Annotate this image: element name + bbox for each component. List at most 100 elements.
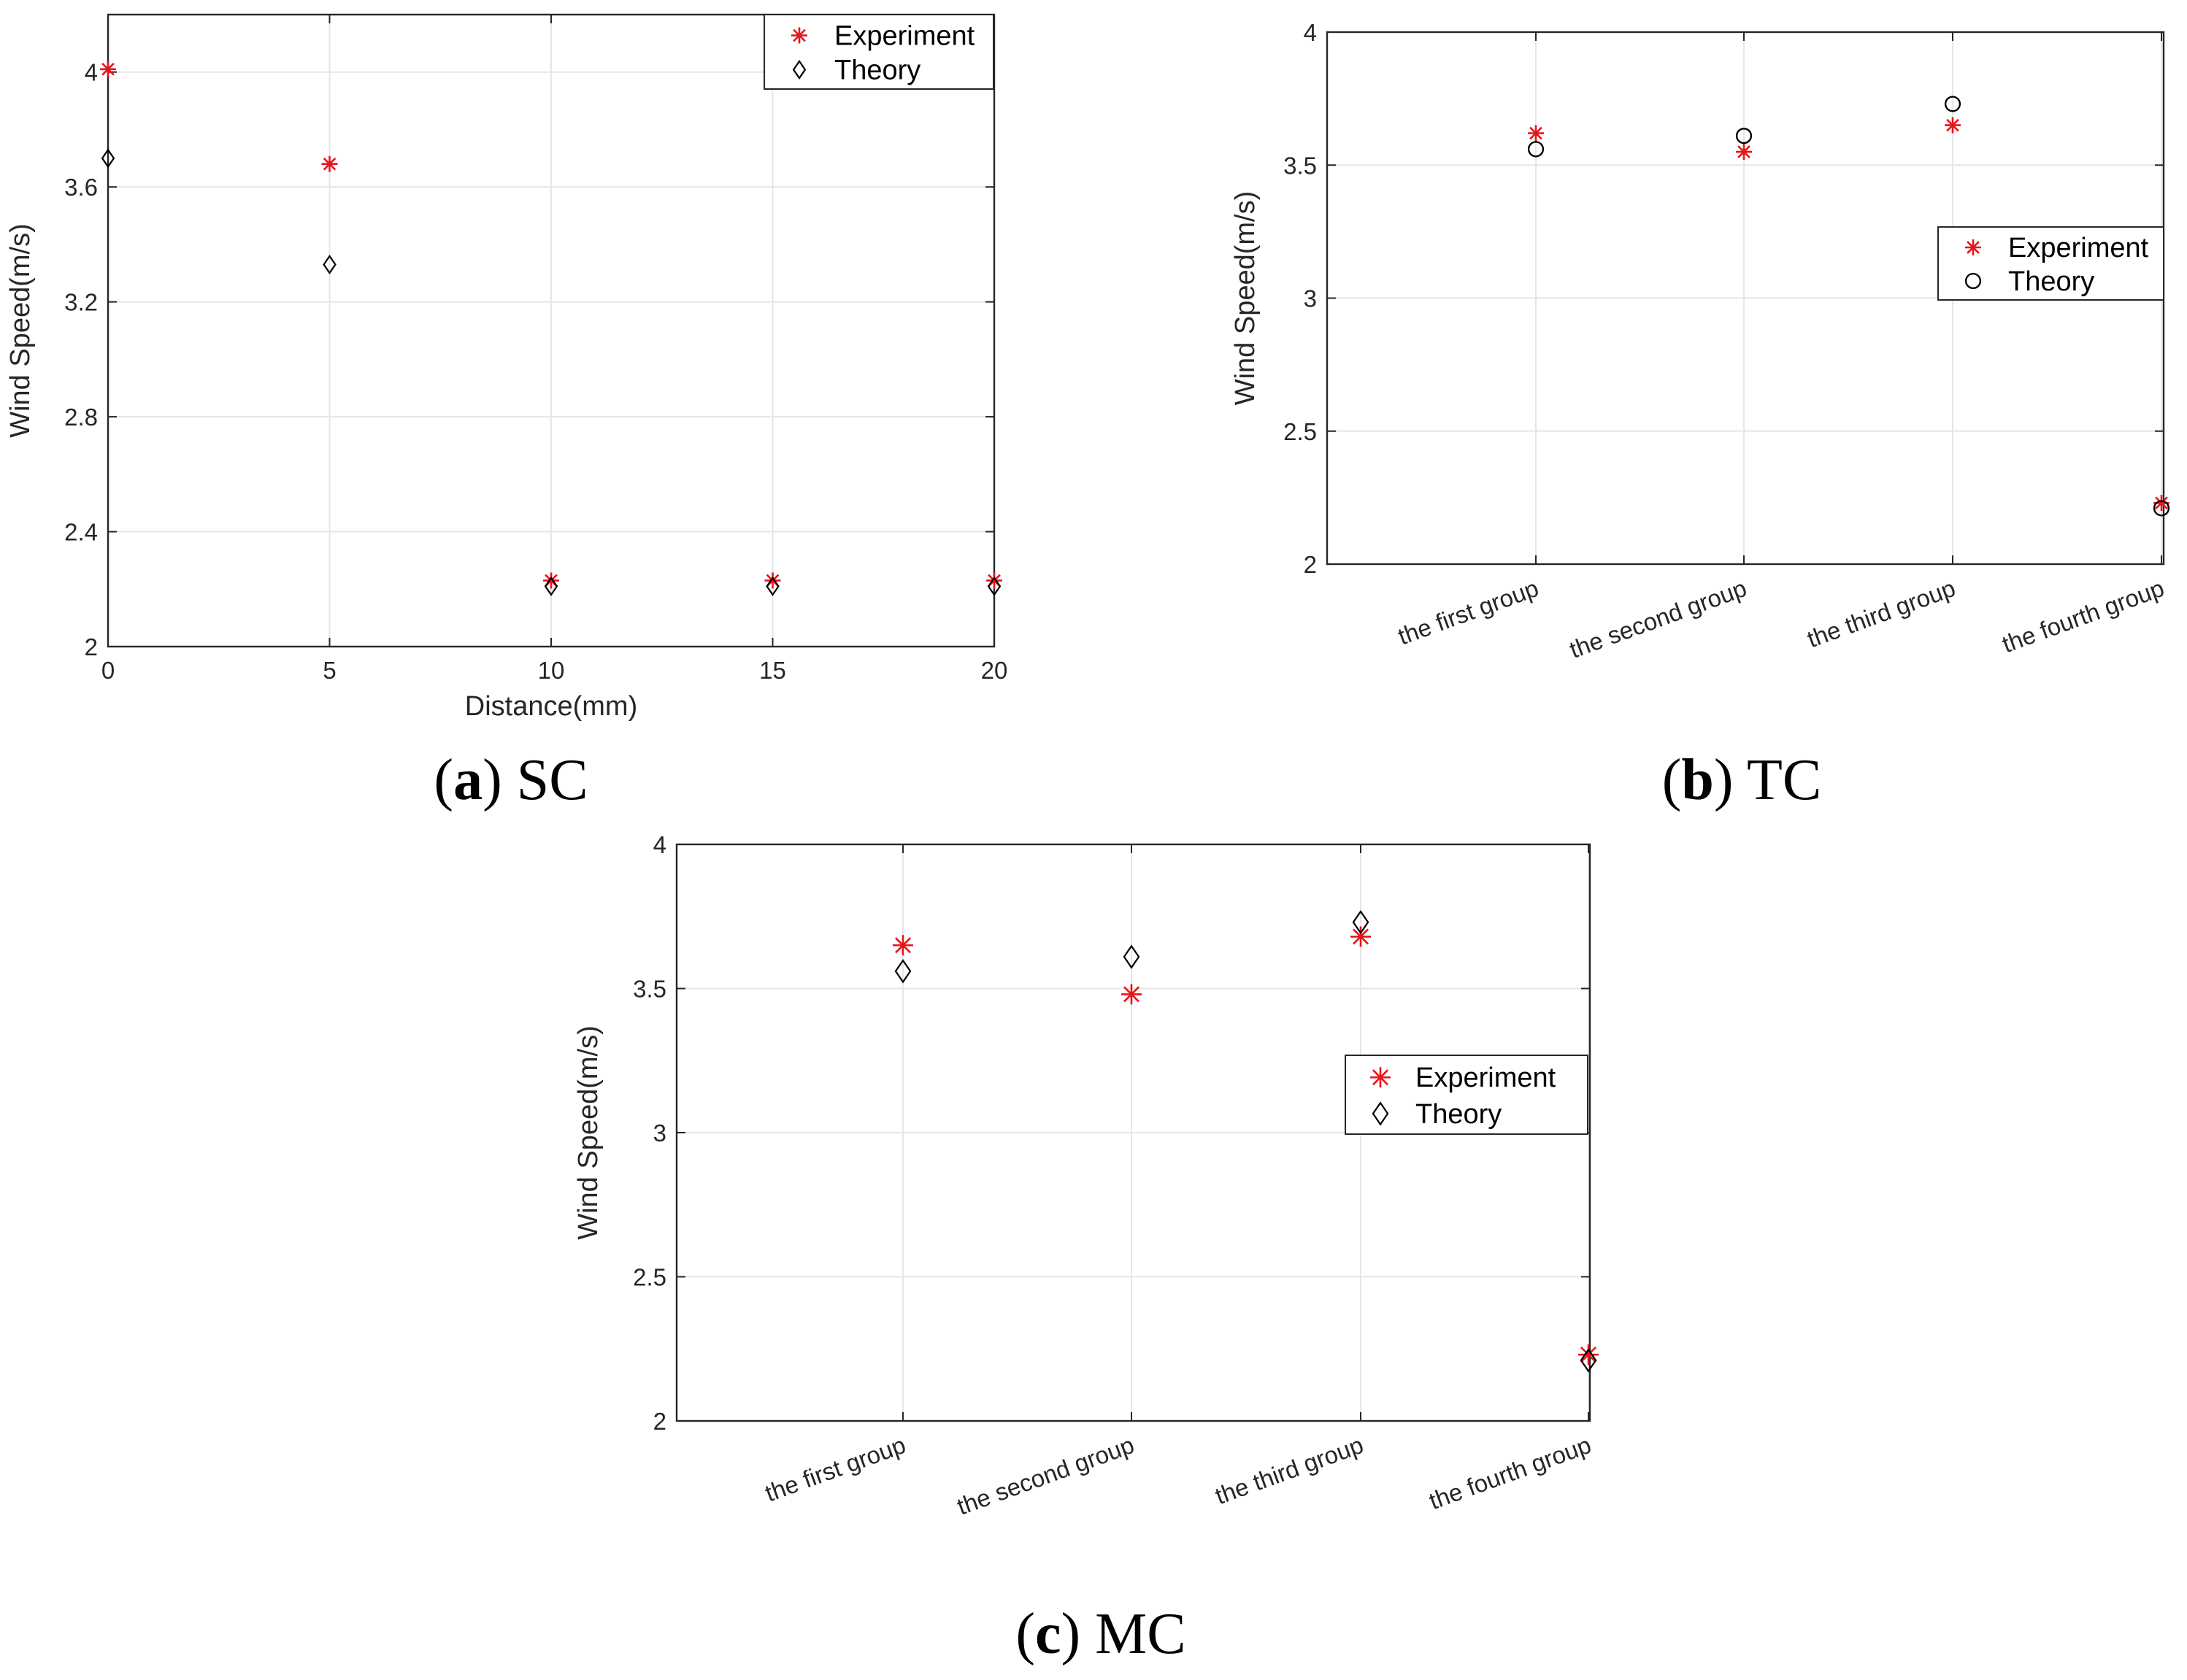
x-tick-label: 15 xyxy=(759,657,786,684)
legend-marker-experiment xyxy=(791,27,807,44)
y-tick-label: 2 xyxy=(1304,551,1317,578)
legend: Experiment Theory xyxy=(1345,1055,1588,1135)
caption-text: TC xyxy=(1747,748,1821,812)
data-point-experiment xyxy=(2153,495,2169,512)
panel-caption: (b) TC xyxy=(1662,748,1822,812)
caption-paren: ) xyxy=(483,748,517,812)
data-point-experiment xyxy=(1350,926,1371,947)
series-experiment xyxy=(1528,117,2169,512)
data-point-theory-glyph xyxy=(766,576,780,596)
legend-label-experiment: Experiment xyxy=(1415,1063,1556,1093)
panel-caption: (a) SC xyxy=(434,748,588,812)
legend-label-theory: Theory xyxy=(834,55,920,85)
data-point-theory-glyph xyxy=(101,148,115,169)
data-point-theory-glyph xyxy=(1527,141,1545,158)
data-point-experiment-glyph xyxy=(764,572,781,589)
legend-label-theory: Theory xyxy=(1415,1099,1502,1130)
series-experiment xyxy=(893,926,1599,1365)
data-point-theory-glyph xyxy=(323,254,337,274)
legend-box xyxy=(764,14,994,90)
data-point-experiment xyxy=(1578,1344,1599,1365)
y-axis-label: Wind Speed(m/s) xyxy=(1230,191,1261,406)
series-theory xyxy=(894,910,1597,1373)
data-point-experiment-glyph xyxy=(1945,117,1961,134)
x-tick-label: 5 xyxy=(323,657,336,684)
data-point-experiment-glyph xyxy=(321,155,338,172)
caption-text: MC xyxy=(1095,1602,1186,1666)
y-tick-label: 3 xyxy=(653,1120,666,1147)
legend-label-theory: Theory xyxy=(2008,266,2094,297)
legend-marker-experiment xyxy=(1370,1067,1391,1088)
legend-marker-experiment-glyph xyxy=(1370,1067,1391,1088)
data-point-theory xyxy=(323,254,337,274)
series-experiment xyxy=(100,61,1002,589)
data-point-theory xyxy=(987,576,1002,596)
data-point-experiment-glyph xyxy=(100,61,116,77)
data-point-theory xyxy=(544,576,558,596)
caption-paren: ( xyxy=(1662,748,1682,812)
data-point-experiment xyxy=(986,572,1002,589)
series-theory xyxy=(101,148,1002,596)
caption-text: SC xyxy=(517,748,588,812)
data-point-theory xyxy=(101,148,115,169)
x-tick-label: the third group xyxy=(1804,574,1959,653)
data-point-theory xyxy=(1944,96,1961,112)
data-point-experiment xyxy=(893,935,913,956)
legend-marker-theory-glyph xyxy=(792,59,807,80)
legend-marker-theory xyxy=(792,59,807,80)
data-point-experiment xyxy=(764,572,781,589)
y-tick-label: 2.8 xyxy=(64,404,98,431)
data-point-theory xyxy=(1735,128,1753,145)
data-point-experiment-glyph xyxy=(2153,495,2169,512)
y-tick-label: 2 xyxy=(653,1408,666,1435)
data-point-theory-glyph xyxy=(1580,1348,1597,1373)
data-point-theory xyxy=(1580,1348,1597,1373)
y-tick-label: 3.5 xyxy=(633,976,666,1003)
legend-marker-theory xyxy=(1372,1101,1389,1126)
chart-panel-tc: 2 2.5 3 3.5 4 the first group the second group… xyxy=(1230,19,2170,812)
y-tick-label: 3.2 xyxy=(64,289,98,316)
y-tick-label: 2.5 xyxy=(633,1264,666,1291)
data-point-experiment-glyph xyxy=(893,935,913,956)
caption-letter: b xyxy=(1681,748,1714,812)
caption-letter: a xyxy=(453,748,483,812)
data-point-experiment xyxy=(321,155,338,172)
data-point-theory xyxy=(766,576,780,596)
data-point-experiment xyxy=(1736,144,1752,161)
legend-box xyxy=(1345,1055,1588,1135)
y-tick-label: 3.5 xyxy=(1283,152,1317,179)
y-tick-label: 2 xyxy=(85,633,98,660)
legend-marker-experiment-glyph xyxy=(791,27,807,44)
y-axis: 2 2.5 3 3.5 4 xyxy=(1283,19,2164,578)
data-point-experiment xyxy=(100,61,116,77)
x-tick-label: 0 xyxy=(101,657,115,684)
y-tick-label: 3.6 xyxy=(64,174,98,201)
y-axis-label: Wind Speed(m/s) xyxy=(573,1025,604,1240)
data-point-theory-glyph xyxy=(987,576,1002,596)
y-tick-label: 2.4 xyxy=(64,519,98,546)
x-tick-label: the fourth group xyxy=(1999,574,2168,658)
caption-letter: c xyxy=(1035,1602,1061,1666)
x-tick-label: 10 xyxy=(538,657,565,684)
legend-marker-theory-glyph xyxy=(1964,272,1982,290)
data-point-theory-glyph xyxy=(894,959,912,984)
series-theory xyxy=(1527,96,2170,517)
chart-panel-mc: 2 2.5 3 3.5 4 the first group the second group… xyxy=(573,831,1599,1666)
caption-paren: ( xyxy=(1015,1602,1035,1666)
data-point-theory xyxy=(1123,944,1140,969)
legend-marker-theory-glyph xyxy=(1372,1101,1389,1126)
data-point-experiment xyxy=(543,572,559,589)
x-tick-label: the first group xyxy=(1394,574,1542,650)
legend-marker-experiment xyxy=(1965,239,1981,255)
x-axis: 0 5 10 15 20 xyxy=(101,15,1007,684)
data-point-theory-glyph xyxy=(2153,500,2170,517)
data-point-experiment xyxy=(1528,125,1544,142)
data-point-experiment xyxy=(1945,117,1961,134)
data-point-theory-glyph xyxy=(1352,910,1369,935)
panel-caption: (c) MC xyxy=(1015,1602,1185,1666)
data-point-theory-glyph xyxy=(1944,96,1961,112)
legend-label-experiment: Experiment xyxy=(2008,233,2149,263)
data-point-theory-glyph xyxy=(544,576,558,596)
